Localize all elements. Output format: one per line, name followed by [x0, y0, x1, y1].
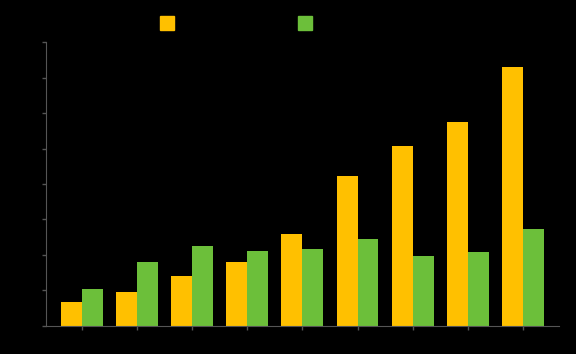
Bar — [171, 276, 192, 326]
Bar — [412, 256, 434, 326]
Bar — [302, 249, 323, 326]
Bar — [468, 252, 488, 326]
Bar — [358, 239, 378, 326]
Bar — [523, 229, 544, 326]
Bar — [502, 68, 523, 326]
Bar — [447, 122, 468, 326]
Bar — [61, 302, 82, 326]
Bar — [192, 246, 213, 326]
Bar — [336, 176, 358, 326]
Bar — [137, 262, 158, 326]
Bar — [226, 262, 247, 326]
Bar — [247, 251, 268, 326]
Bar — [392, 146, 412, 326]
Bar — [116, 292, 137, 326]
Bar — [82, 289, 103, 326]
Bar — [282, 234, 302, 326]
